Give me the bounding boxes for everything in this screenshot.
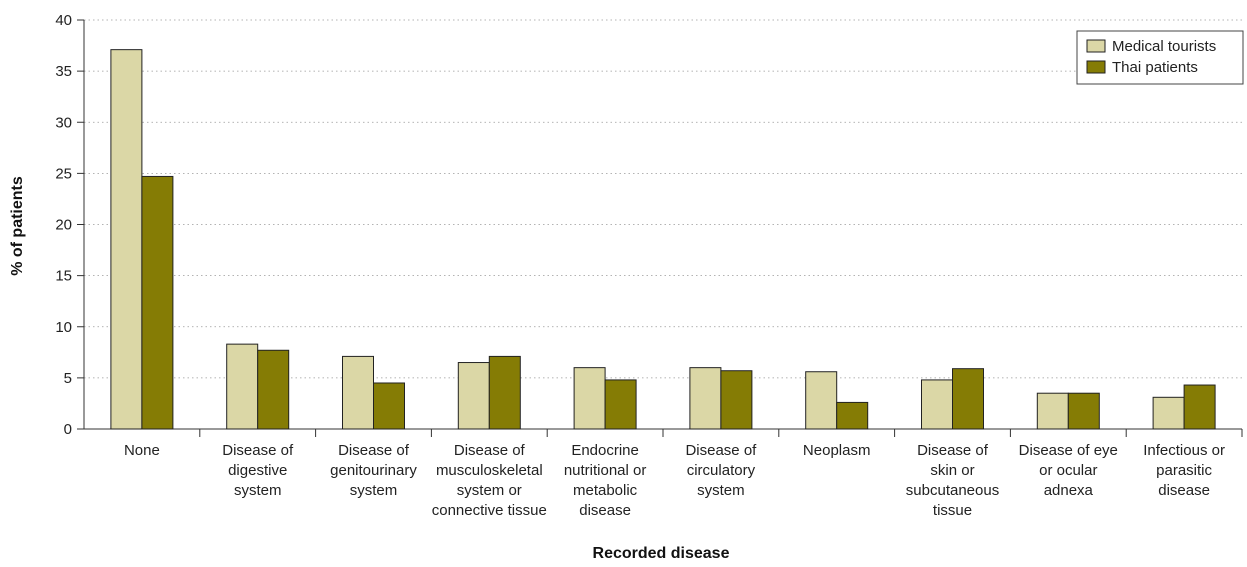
category-label-line: skin or: [930, 462, 974, 479]
legend-swatch: [1086, 60, 1106, 74]
category-label-line: disease: [579, 502, 631, 519]
y-tick-label: 15: [55, 268, 72, 285]
category-label-line: tissue: [933, 502, 972, 519]
category-label-line: nutritional or: [564, 462, 647, 479]
category-label: Disease of circulatory system: [685, 442, 757, 499]
bar-medical-tourists: [921, 379, 953, 430]
legend: Medical tourists Thai patients: [1076, 30, 1244, 85]
category-label-line: Neoplasm: [803, 442, 871, 459]
category-label-line: musculoskeletal: [436, 462, 543, 479]
category-label-line: genitourinary: [330, 462, 417, 479]
category-label-line: Disease of: [222, 442, 294, 459]
category-label-line: Disease of eye: [1019, 442, 1118, 459]
bar-medical-tourists: [110, 49, 143, 430]
bar-medical-tourists: [457, 362, 490, 430]
category-label-line: system: [234, 482, 282, 499]
bar-medical-tourists: [1036, 392, 1069, 430]
category-label: Neoplasm: [803, 442, 871, 459]
category-label-line: Disease of: [338, 442, 410, 459]
bar-thai-patients: [373, 382, 405, 430]
legend-label: Thai patients: [1112, 59, 1198, 76]
bars: [110, 49, 1216, 430]
category-labels: None Disease of digestive system Disease of g…: [124, 442, 1225, 519]
bar-thai-patients: [488, 355, 521, 430]
bar-thai-patients: [141, 175, 174, 430]
category-label-line: circulatory: [687, 462, 756, 479]
category-label-line: Disease of: [454, 442, 526, 459]
category-label-line: connective tissue: [432, 502, 547, 519]
legend-label: Medical tourists: [1112, 38, 1216, 55]
category-label-line: Disease of: [917, 442, 989, 459]
y-tick-label: 20: [55, 217, 72, 234]
category-label: Disease of digestive system: [222, 442, 294, 499]
bar-thai-patients: [836, 401, 869, 430]
category-label: Infectious or parasitic disease: [1143, 442, 1225, 499]
category-label-line: disease: [1158, 482, 1210, 499]
bar-medical-tourists: [342, 355, 374, 430]
category-label-line: system: [350, 482, 398, 499]
category-label: Disease of genitourinary system: [330, 442, 417, 499]
bar-medical-tourists: [1152, 396, 1185, 430]
y-tick-label: 40: [55, 12, 72, 29]
bar-medical-tourists: [226, 343, 259, 430]
category-label: Disease of skin or subcutaneous tissue: [906, 442, 999, 519]
bar-medical-tourists: [573, 367, 606, 430]
y-tick-label: 5: [64, 370, 72, 387]
category-label-line: Infectious or: [1143, 442, 1225, 459]
y-tick-label: 25: [55, 165, 72, 182]
y-tick-label: 30: [55, 114, 72, 131]
gridlines: [84, 19, 1242, 379]
category-label-line: or ocular: [1039, 462, 1097, 479]
x-axis-title: Recorded disease: [593, 545, 730, 562]
category-label: None: [124, 442, 160, 459]
category-label-line: Endocrine: [571, 442, 639, 459]
bar-thai-patients: [257, 349, 290, 430]
category-label-line: system or: [457, 482, 522, 499]
y-axis-title: % of patients: [9, 176, 26, 276]
bar-thai-patients: [1183, 384, 1216, 430]
bar-thai-patients: [604, 379, 637, 430]
category-label-line: subcutaneous: [906, 482, 999, 499]
y-tick-label: 10: [55, 319, 72, 336]
category-label-line: parasitic: [1156, 462, 1212, 479]
category-label: Disease of musculoskeletal system or connec…: [432, 442, 547, 519]
category-label-line: digestive: [228, 462, 287, 479]
category-label-line: metabolic: [573, 482, 638, 499]
bar-thai-patients: [1067, 392, 1100, 430]
bar-medical-tourists: [689, 367, 722, 430]
bar-thai-patients: [952, 368, 984, 430]
category-label: Disease of eye or ocular adnexa: [1019, 442, 1118, 499]
category-label-line: Disease of: [685, 442, 757, 459]
bar-thai-patients: [720, 370, 753, 430]
y-tick-label: 0: [64, 421, 72, 438]
category-label: Endocrine nutritional or metabolic disease: [564, 442, 647, 519]
bar-medical-tourists: [805, 371, 838, 430]
y-tick-label: 35: [55, 63, 72, 80]
category-label-line: adnexa: [1044, 482, 1094, 499]
category-label-line: None: [124, 442, 160, 459]
category-label-line: system: [697, 482, 745, 499]
legend-swatch: [1086, 39, 1106, 53]
